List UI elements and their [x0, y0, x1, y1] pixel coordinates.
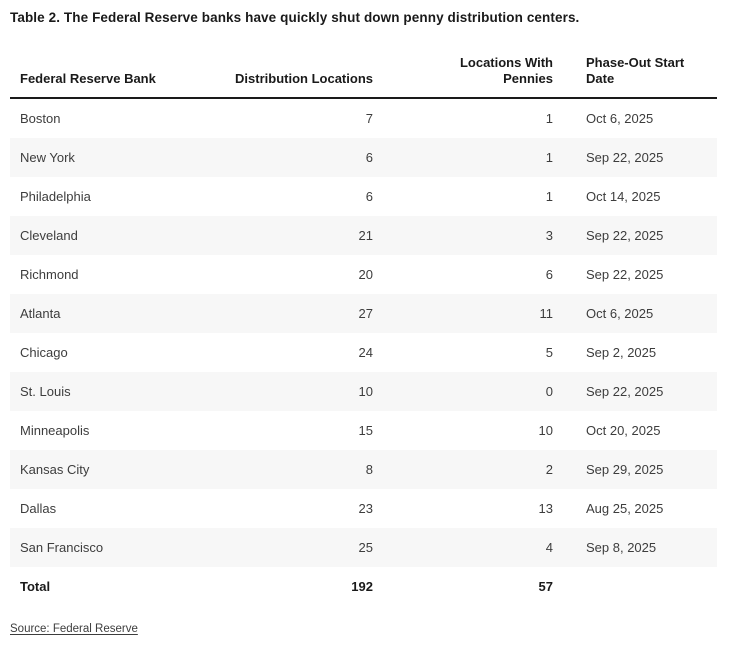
phase-out-start-date-cell: Sep 22, 2025	[586, 267, 664, 282]
col-header-distribution-locations: Distribution Locations	[202, 49, 383, 99]
penny-distribution-table: Federal Reserve Bank Distribution Locati…	[10, 49, 717, 606]
distribution-locations-cell: 25	[358, 540, 373, 555]
total-row: Total 192 57	[10, 567, 717, 606]
distribution-locations-cell: 10	[358, 384, 373, 399]
locations-with-pennies-cell: 2	[545, 462, 553, 477]
distribution-locations-cell: 23	[358, 501, 373, 516]
source-link[interactable]: Source: Federal Reserve	[10, 623, 138, 635]
distribution-locations-cell: 27	[358, 306, 373, 321]
locations-with-pennies-cell: 1	[545, 111, 553, 126]
bank-cell: Philadelphia	[20, 189, 91, 204]
header-row: Federal Reserve Bank Distribution Locati…	[10, 49, 717, 99]
phase-out-start-date-cell: Oct 6, 2025	[586, 111, 654, 126]
phase-out-start-date-cell	[563, 567, 717, 606]
distribution-locations-cell: 15	[358, 423, 373, 438]
col-header-label: Federal Reserve Bank	[20, 71, 156, 86]
locations-with-pennies-cell: 0	[545, 384, 553, 399]
phase-out-start-date-cell: Sep 2, 2025	[586, 345, 657, 360]
locations-with-pennies-cell: 4	[545, 540, 553, 555]
bank-cell: Richmond	[20, 267, 79, 282]
bank-cell: New York	[20, 150, 75, 165]
col-header-federal-reserve-bank: Federal Reserve Bank	[10, 49, 202, 99]
bank-cell: Total	[20, 579, 51, 594]
col-header-label: Locations With Pennies	[459, 55, 553, 86]
table-row: Minneapolis 15 10 Oct 20, 2025	[10, 411, 717, 450]
distribution-locations-cell: 8	[365, 462, 373, 477]
locations-with-pennies-cell: 1	[545, 189, 553, 204]
bank-cell: Atlanta	[20, 306, 61, 321]
col-header-label: Distribution Locations	[235, 71, 373, 86]
distribution-locations-cell: 20	[358, 267, 373, 282]
table-row: San Francisco 25 4 Sep 8, 2025	[10, 528, 717, 567]
phase-out-start-date-cell: Sep 29, 2025	[586, 462, 664, 477]
col-header-locations-with-pennies: Locations With Pennies	[383, 49, 563, 99]
bank-cell: Dallas	[20, 501, 57, 516]
locations-with-pennies-cell: 11	[539, 306, 554, 321]
table-row: New York 6 1 Sep 22, 2025	[10, 138, 717, 177]
bank-cell: Chicago	[20, 345, 68, 360]
bank-cell: Cleveland	[20, 228, 78, 243]
table-row: Kansas City 8 2 Sep 29, 2025	[10, 450, 717, 489]
phase-out-start-date-cell: Oct 14, 2025	[586, 189, 661, 204]
bank-cell: Kansas City	[20, 462, 90, 477]
phase-out-start-date-cell: Sep 8, 2025	[586, 540, 657, 555]
bank-cell: Minneapolis	[20, 423, 90, 438]
distribution-locations-cell: 24	[358, 345, 373, 360]
bank-cell: Boston	[20, 111, 61, 126]
phase-out-start-date-cell: Oct 20, 2025	[586, 423, 661, 438]
distribution-locations-cell: 21	[358, 228, 373, 243]
distribution-locations-cell: 6	[365, 150, 373, 165]
locations-with-pennies-cell: 10	[538, 423, 553, 438]
table-row: Cleveland 21 3 Sep 22, 2025	[10, 216, 717, 255]
phase-out-start-date-cell: Aug 25, 2025	[586, 501, 664, 516]
table-row: Atlanta 27 11 Oct 6, 2025	[10, 294, 717, 333]
distribution-locations-cell: 7	[365, 111, 373, 126]
table-title: Table 2. The Federal Reserve banks have …	[10, 10, 580, 25]
locations-with-pennies-cell: 57	[538, 579, 553, 594]
locations-with-pennies-cell: 3	[545, 228, 553, 243]
phase-out-start-date-cell: Sep 22, 2025	[586, 228, 664, 243]
table-row: Philadelphia 6 1 Oct 14, 2025	[10, 177, 717, 216]
table-row: Richmond 20 6 Sep 22, 2025	[10, 255, 717, 294]
table-row: Dallas 23 13 Aug 25, 2025	[10, 489, 717, 528]
col-header-label: Phase-Out Start Date	[586, 55, 685, 86]
bank-cell: San Francisco	[20, 540, 104, 555]
table-row: Chicago 24 5 Sep 2, 2025	[10, 333, 717, 372]
table-header: Federal Reserve Bank Distribution Locati…	[10, 49, 717, 99]
col-header-phase-out-start-date: Phase-Out Start Date	[563, 49, 717, 99]
phase-out-start-date-cell: Sep 22, 2025	[586, 150, 664, 165]
distribution-locations-cell: 6	[365, 189, 373, 204]
table-row: Boston 7 1 Oct 6, 2025	[10, 98, 717, 138]
table-row: St. Louis 10 0 Sep 22, 2025	[10, 372, 717, 411]
phase-out-start-date-cell: Sep 22, 2025	[586, 384, 664, 399]
distribution-locations-cell: 192	[351, 579, 373, 594]
bank-cell: St. Louis	[20, 384, 71, 399]
locations-with-pennies-cell: 5	[545, 345, 553, 360]
table-body: Boston 7 1 Oct 6, 2025 New York 6 1 Sep 22, 202…	[10, 98, 717, 606]
locations-with-pennies-cell: 1	[545, 150, 553, 165]
phase-out-start-date-cell: Oct 6, 2025	[586, 306, 654, 321]
locations-with-pennies-cell: 13	[538, 501, 553, 516]
locations-with-pennies-cell: 6	[545, 267, 553, 282]
